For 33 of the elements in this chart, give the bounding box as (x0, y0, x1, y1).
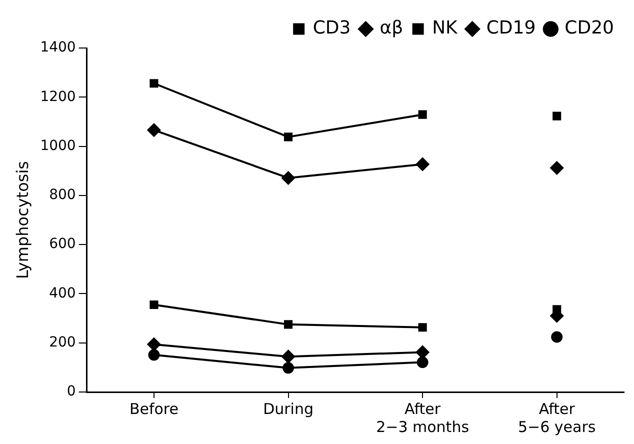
x-tick-label: After 2−3 months (376, 400, 470, 436)
legend-label: CD20 (564, 18, 614, 39)
point (150, 300, 158, 310)
x-tick-label: Before (129, 400, 178, 418)
point (147, 338, 161, 352)
point (150, 79, 158, 88)
point (284, 320, 293, 329)
x-tick-label: After 5−6 years (518, 400, 596, 436)
point (282, 350, 296, 364)
legend-label: NK (432, 18, 459, 39)
point (416, 345, 430, 359)
y-tick-label: 0 (66, 384, 76, 400)
y-tick-label: 400 (49, 285, 76, 302)
point (416, 157, 430, 171)
y-tick-label: 1000 (40, 138, 76, 154)
y-tick-label: 800 (49, 187, 76, 204)
point (282, 171, 296, 185)
point (418, 323, 427, 332)
y-tick-label: 1200 (40, 88, 76, 105)
legend-label: αβ (380, 18, 404, 39)
point (284, 132, 293, 142)
legend-label: CD3 (312, 18, 351, 39)
legend-label: CD19 (486, 18, 536, 39)
point (147, 123, 161, 137)
x-tick-label: During (263, 400, 314, 418)
point (282, 362, 294, 374)
point (416, 356, 428, 368)
point (148, 349, 160, 361)
point (418, 110, 427, 119)
y-tick-label: 1400 (40, 40, 76, 56)
y-axis-title: Lymphocytosis (12, 160, 32, 280)
y-tick-label: 200 (49, 334, 76, 350)
y-tick-label: 600 (49, 236, 76, 252)
